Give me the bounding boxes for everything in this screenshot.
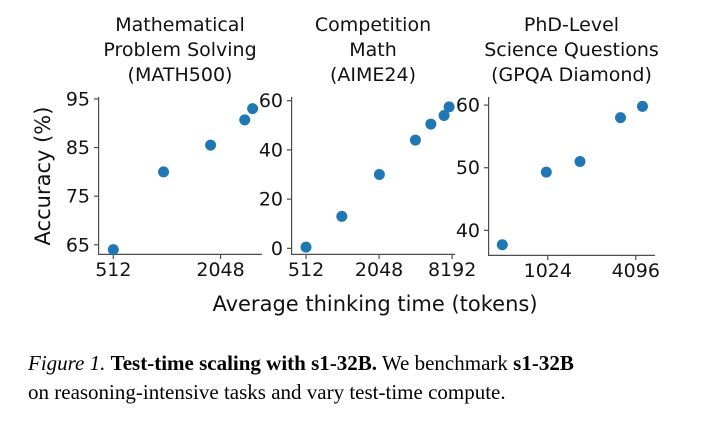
svg-text:2048: 2048 — [196, 259, 244, 281]
caption-line: Figure 1. Test-time scaling with s1-32B.… — [28, 349, 680, 378]
svg-text:4096: 4096 — [612, 260, 660, 282]
math500-scatter: 512 2048 65 75 85 95 — [66, 88, 262, 281]
plot-gpqa: PhD-Level Science Questions (GPQA Diamond)… — [456, 14, 660, 282]
plot-title-line: (MATH500) — [127, 64, 233, 86]
svg-text:40: 40 — [259, 139, 283, 161]
svg-text:85: 85 — [66, 137, 90, 159]
y-axis-label: Accuracy (%) — [31, 106, 55, 246]
caption-segment: Test-time scaling with s1-32B. — [110, 351, 378, 375]
caption-segment: on reasoning-intensive tasks and vary te… — [28, 380, 506, 404]
svg-text:60: 60 — [456, 95, 480, 117]
caption-line: on reasoning-intensive tasks and vary te… — [28, 378, 680, 407]
plot-title-math500: Mathematical Problem Solving (MATH500) — [103, 13, 256, 88]
svg-text:50: 50 — [456, 157, 480, 179]
plot-title-line: Problem Solving — [103, 39, 257, 61]
caption-segment: We benchmark — [377, 351, 514, 375]
plot-title-line: Competition — [314, 14, 432, 36]
svg-text:512: 512 — [288, 259, 324, 281]
plot-title-line: (GPQA Diamond) — [491, 64, 652, 86]
svg-text:95: 95 — [66, 88, 90, 110]
svg-text:75: 75 — [66, 186, 90, 208]
aime24-scatter: 512 2048 8192 0 20 40 60 — [259, 90, 477, 281]
plot-title-line: PhD-Level — [523, 14, 620, 36]
plot-aime24: Competition Math (AIME24) 512 2048 8192 0 20 40… — [259, 14, 477, 281]
caption-segment: Figure 1. — [28, 351, 106, 375]
svg-text:0: 0 — [271, 238, 283, 260]
plot-title-gpqa: PhD-Level Science Questions (GPQA Diamond) — [484, 13, 659, 88]
plot-math500: Mathematical Problem Solving (MATH500) 512… — [66, 14, 262, 281]
svg-text:40: 40 — [456, 220, 480, 242]
plot-title-aime24: Competition Math (AIME24) — [315, 13, 431, 88]
caption-segment: s1-32B — [513, 351, 574, 375]
plot-title-line: Math — [349, 39, 397, 61]
svg-text:512: 512 — [95, 259, 131, 281]
svg-text:1024: 1024 — [524, 260, 572, 282]
svg-text:2048: 2048 — [355, 259, 403, 281]
plot-title-line: Science Questions — [484, 39, 659, 61]
svg-text:8192: 8192 — [428, 259, 476, 281]
svg-text:65: 65 — [66, 234, 90, 256]
figure-caption: Figure 1. Test-time scaling with s1-32B.… — [28, 349, 680, 407]
x-axis-label: Average thinking time (tokens) — [212, 292, 538, 316]
plot-title-line: Mathematical — [115, 14, 245, 36]
plot-title-line: (AIME24) — [329, 64, 416, 86]
svg-text:60: 60 — [259, 90, 283, 112]
gpqa-scatter: 1024 4096 40 50 60 — [456, 95, 660, 282]
svg-text:20: 20 — [259, 189, 283, 211]
